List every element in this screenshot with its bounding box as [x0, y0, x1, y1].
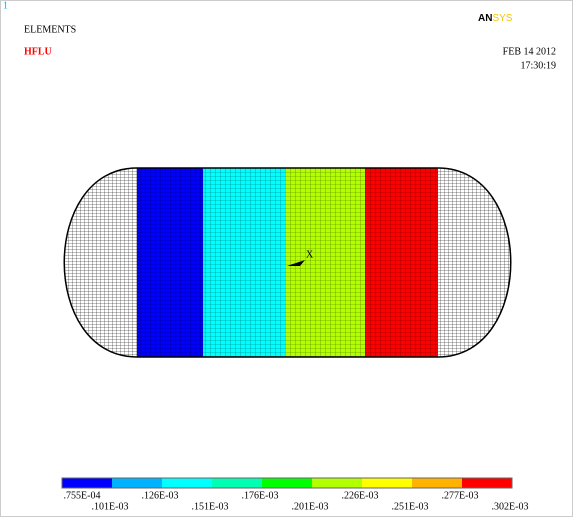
legend-label: .277E-03: [442, 490, 479, 501]
legend-swatch: [212, 478, 262, 488]
legend-label: .302E-03: [492, 501, 529, 512]
legend-swatch: [162, 478, 212, 488]
time: 17:30:19: [520, 60, 556, 71]
logo: ANSYS: [478, 13, 513, 24]
legend-swatch: [262, 478, 312, 488]
legend-label: .126E-03: [142, 490, 179, 501]
marker: X: [306, 249, 314, 260]
window-number: 1: [3, 0, 8, 11]
legend-label: .755E-04: [64, 490, 101, 501]
legend-swatch: [62, 478, 112, 488]
legend-swatch: [462, 478, 512, 488]
label: ELEMENTS: [24, 24, 76, 35]
legend-swatch: [112, 478, 162, 488]
legend-swatch: [412, 478, 462, 488]
legend-label: .251E-03: [392, 501, 429, 512]
body-mesh: [137, 168, 438, 357]
legend-label: .101E-03: [92, 501, 129, 512]
ansys-window: 1 ELEMENTS HFLU ANSYS FEB 14 2012 17:30:…: [0, 0, 573, 517]
legend-swatch: [362, 478, 412, 488]
result-label: HFLU: [24, 46, 52, 57]
legend-swatch: [312, 478, 362, 488]
date: FEB 14 2012: [503, 46, 556, 57]
legend-label: .226E-03: [342, 490, 379, 501]
model: X: [40, 160, 536, 365]
legend-label: .176E-03: [242, 490, 279, 501]
legend-label: .151E-03: [192, 501, 229, 512]
legend-label: .201E-03: [292, 501, 329, 512]
